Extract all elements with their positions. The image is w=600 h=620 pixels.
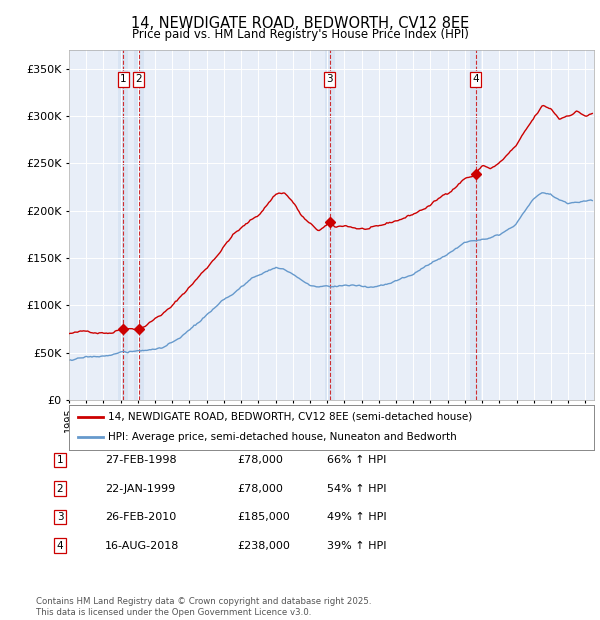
Text: 2: 2 — [56, 484, 64, 494]
Text: 1: 1 — [120, 74, 127, 84]
Text: £238,000: £238,000 — [237, 541, 290, 551]
Text: 3: 3 — [56, 512, 64, 522]
Text: £78,000: £78,000 — [237, 484, 283, 494]
Text: 14, NEWDIGATE ROAD, BEDWORTH, CV12 8EE (semi-detached house): 14, NEWDIGATE ROAD, BEDWORTH, CV12 8EE (… — [109, 412, 473, 422]
Text: £185,000: £185,000 — [237, 512, 290, 522]
Text: 22-JAN-1999: 22-JAN-1999 — [105, 484, 175, 494]
Text: £78,000: £78,000 — [237, 455, 283, 465]
Bar — [118, 50, 128, 400]
Text: Contains HM Land Registry data © Crown copyright and database right 2025.
This d: Contains HM Land Registry data © Crown c… — [36, 598, 371, 617]
Text: 66% ↑ HPI: 66% ↑ HPI — [327, 455, 386, 465]
Bar — [325, 50, 335, 400]
Text: 3: 3 — [326, 74, 333, 84]
Text: 39% ↑ HPI: 39% ↑ HPI — [327, 541, 386, 551]
Text: 1: 1 — [56, 455, 64, 465]
Text: 2: 2 — [136, 74, 142, 84]
Text: 49% ↑ HPI: 49% ↑ HPI — [327, 512, 386, 522]
Text: 4: 4 — [56, 541, 64, 551]
Bar — [470, 50, 481, 400]
Text: 26-FEB-2010: 26-FEB-2010 — [105, 512, 176, 522]
Text: 4: 4 — [472, 74, 479, 84]
Text: Price paid vs. HM Land Registry's House Price Index (HPI): Price paid vs. HM Land Registry's House … — [131, 28, 469, 41]
Text: 16-AUG-2018: 16-AUG-2018 — [105, 541, 179, 551]
Bar — [134, 50, 144, 400]
Text: 54% ↑ HPI: 54% ↑ HPI — [327, 484, 386, 494]
Text: HPI: Average price, semi-detached house, Nuneaton and Bedworth: HPI: Average price, semi-detached house,… — [109, 432, 457, 443]
Text: 14, NEWDIGATE ROAD, BEDWORTH, CV12 8EE: 14, NEWDIGATE ROAD, BEDWORTH, CV12 8EE — [131, 16, 469, 30]
Text: 27-FEB-1998: 27-FEB-1998 — [105, 455, 176, 465]
